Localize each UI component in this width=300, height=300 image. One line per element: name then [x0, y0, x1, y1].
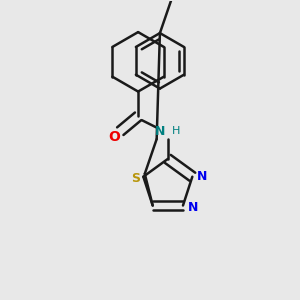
Text: H: H [172, 126, 180, 136]
Text: N: N [188, 201, 198, 214]
Text: N: N [197, 170, 207, 183]
Text: N: N [155, 125, 165, 138]
Text: O: O [108, 130, 120, 144]
Text: S: S [131, 172, 140, 185]
